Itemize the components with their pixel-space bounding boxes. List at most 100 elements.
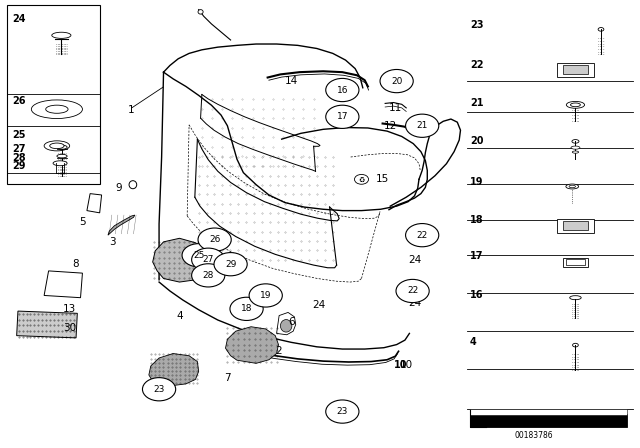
Ellipse shape <box>566 184 579 189</box>
Text: 2: 2 <box>275 346 282 356</box>
Circle shape <box>191 248 225 271</box>
Circle shape <box>214 253 247 276</box>
Ellipse shape <box>572 140 579 143</box>
Text: 4: 4 <box>470 337 477 347</box>
Ellipse shape <box>129 181 137 189</box>
Polygon shape <box>87 194 102 213</box>
Circle shape <box>380 69 413 93</box>
FancyBboxPatch shape <box>557 220 593 233</box>
Text: 17: 17 <box>470 251 484 261</box>
Ellipse shape <box>573 343 579 347</box>
Ellipse shape <box>571 146 580 149</box>
Text: 23: 23 <box>337 407 348 416</box>
FancyBboxPatch shape <box>7 5 100 184</box>
Text: 28: 28 <box>202 271 214 280</box>
Text: 17: 17 <box>337 112 348 121</box>
Ellipse shape <box>52 32 71 39</box>
Text: 10: 10 <box>394 360 407 370</box>
FancyBboxPatch shape <box>563 221 588 230</box>
Text: 10: 10 <box>399 360 413 370</box>
Ellipse shape <box>355 174 369 184</box>
Ellipse shape <box>57 145 67 149</box>
Text: 29: 29 <box>225 260 236 269</box>
Ellipse shape <box>572 151 579 153</box>
Ellipse shape <box>50 143 64 149</box>
Text: 12: 12 <box>383 121 397 131</box>
Text: 24: 24 <box>336 414 349 424</box>
Text: ♻: ♻ <box>358 177 365 182</box>
Circle shape <box>406 114 439 138</box>
Text: 19: 19 <box>260 291 271 300</box>
Ellipse shape <box>45 105 68 113</box>
Text: 00183786: 00183786 <box>515 431 553 440</box>
Text: 22: 22 <box>470 60 484 70</box>
FancyBboxPatch shape <box>563 65 588 74</box>
Text: 8: 8 <box>73 259 79 269</box>
FancyBboxPatch shape <box>563 258 588 267</box>
Circle shape <box>326 105 359 129</box>
Text: 3: 3 <box>109 237 116 247</box>
Ellipse shape <box>569 185 575 188</box>
Text: 16: 16 <box>470 290 484 301</box>
Text: 29: 29 <box>12 161 26 171</box>
Text: 9: 9 <box>116 183 122 193</box>
Text: 7: 7 <box>224 373 230 383</box>
Text: 22: 22 <box>407 286 418 296</box>
Circle shape <box>230 297 263 320</box>
Ellipse shape <box>57 154 67 158</box>
Polygon shape <box>108 215 135 235</box>
Text: 16: 16 <box>337 86 348 95</box>
FancyBboxPatch shape <box>470 409 627 415</box>
Text: 18: 18 <box>241 304 252 313</box>
Text: 15: 15 <box>376 174 389 184</box>
Ellipse shape <box>598 28 604 31</box>
Text: 28: 28 <box>12 153 26 164</box>
Text: 24: 24 <box>12 13 26 24</box>
Circle shape <box>143 378 175 401</box>
Ellipse shape <box>53 161 67 166</box>
Ellipse shape <box>570 296 581 300</box>
Text: 13: 13 <box>63 304 76 314</box>
Text: 27: 27 <box>12 144 26 154</box>
Text: 21: 21 <box>417 121 428 130</box>
Ellipse shape <box>44 141 70 151</box>
Ellipse shape <box>566 101 584 108</box>
Text: 1: 1 <box>128 105 135 115</box>
Text: 6: 6 <box>288 317 294 327</box>
Text: 25: 25 <box>193 251 204 260</box>
Polygon shape <box>149 353 198 386</box>
FancyBboxPatch shape <box>566 259 585 265</box>
Polygon shape <box>17 311 77 338</box>
Text: 20: 20 <box>391 77 403 86</box>
Ellipse shape <box>31 100 83 119</box>
Text: 22: 22 <box>417 231 428 240</box>
Text: 24: 24 <box>312 300 325 310</box>
Text: 27: 27 <box>202 255 214 264</box>
Circle shape <box>249 284 282 307</box>
Text: 20: 20 <box>470 136 484 146</box>
Text: 30: 30 <box>63 323 76 332</box>
Text: 24: 24 <box>408 298 421 309</box>
Ellipse shape <box>570 103 580 107</box>
Circle shape <box>191 264 225 287</box>
Text: 19: 19 <box>470 177 484 186</box>
Circle shape <box>326 78 359 102</box>
Text: 18: 18 <box>470 215 484 224</box>
Text: 23: 23 <box>470 20 484 30</box>
Text: 11: 11 <box>388 103 402 113</box>
Text: 25: 25 <box>12 129 26 140</box>
Circle shape <box>396 280 429 302</box>
Polygon shape <box>153 238 210 282</box>
Text: 4: 4 <box>176 310 183 321</box>
Circle shape <box>406 224 439 247</box>
Polygon shape <box>225 327 278 363</box>
FancyBboxPatch shape <box>470 414 627 427</box>
Text: 23: 23 <box>154 385 164 394</box>
Text: 14: 14 <box>285 76 298 86</box>
Text: 21: 21 <box>470 99 484 108</box>
Polygon shape <box>44 271 83 297</box>
FancyBboxPatch shape <box>557 63 593 77</box>
Circle shape <box>198 228 231 251</box>
Ellipse shape <box>280 319 292 332</box>
Polygon shape <box>276 312 296 335</box>
